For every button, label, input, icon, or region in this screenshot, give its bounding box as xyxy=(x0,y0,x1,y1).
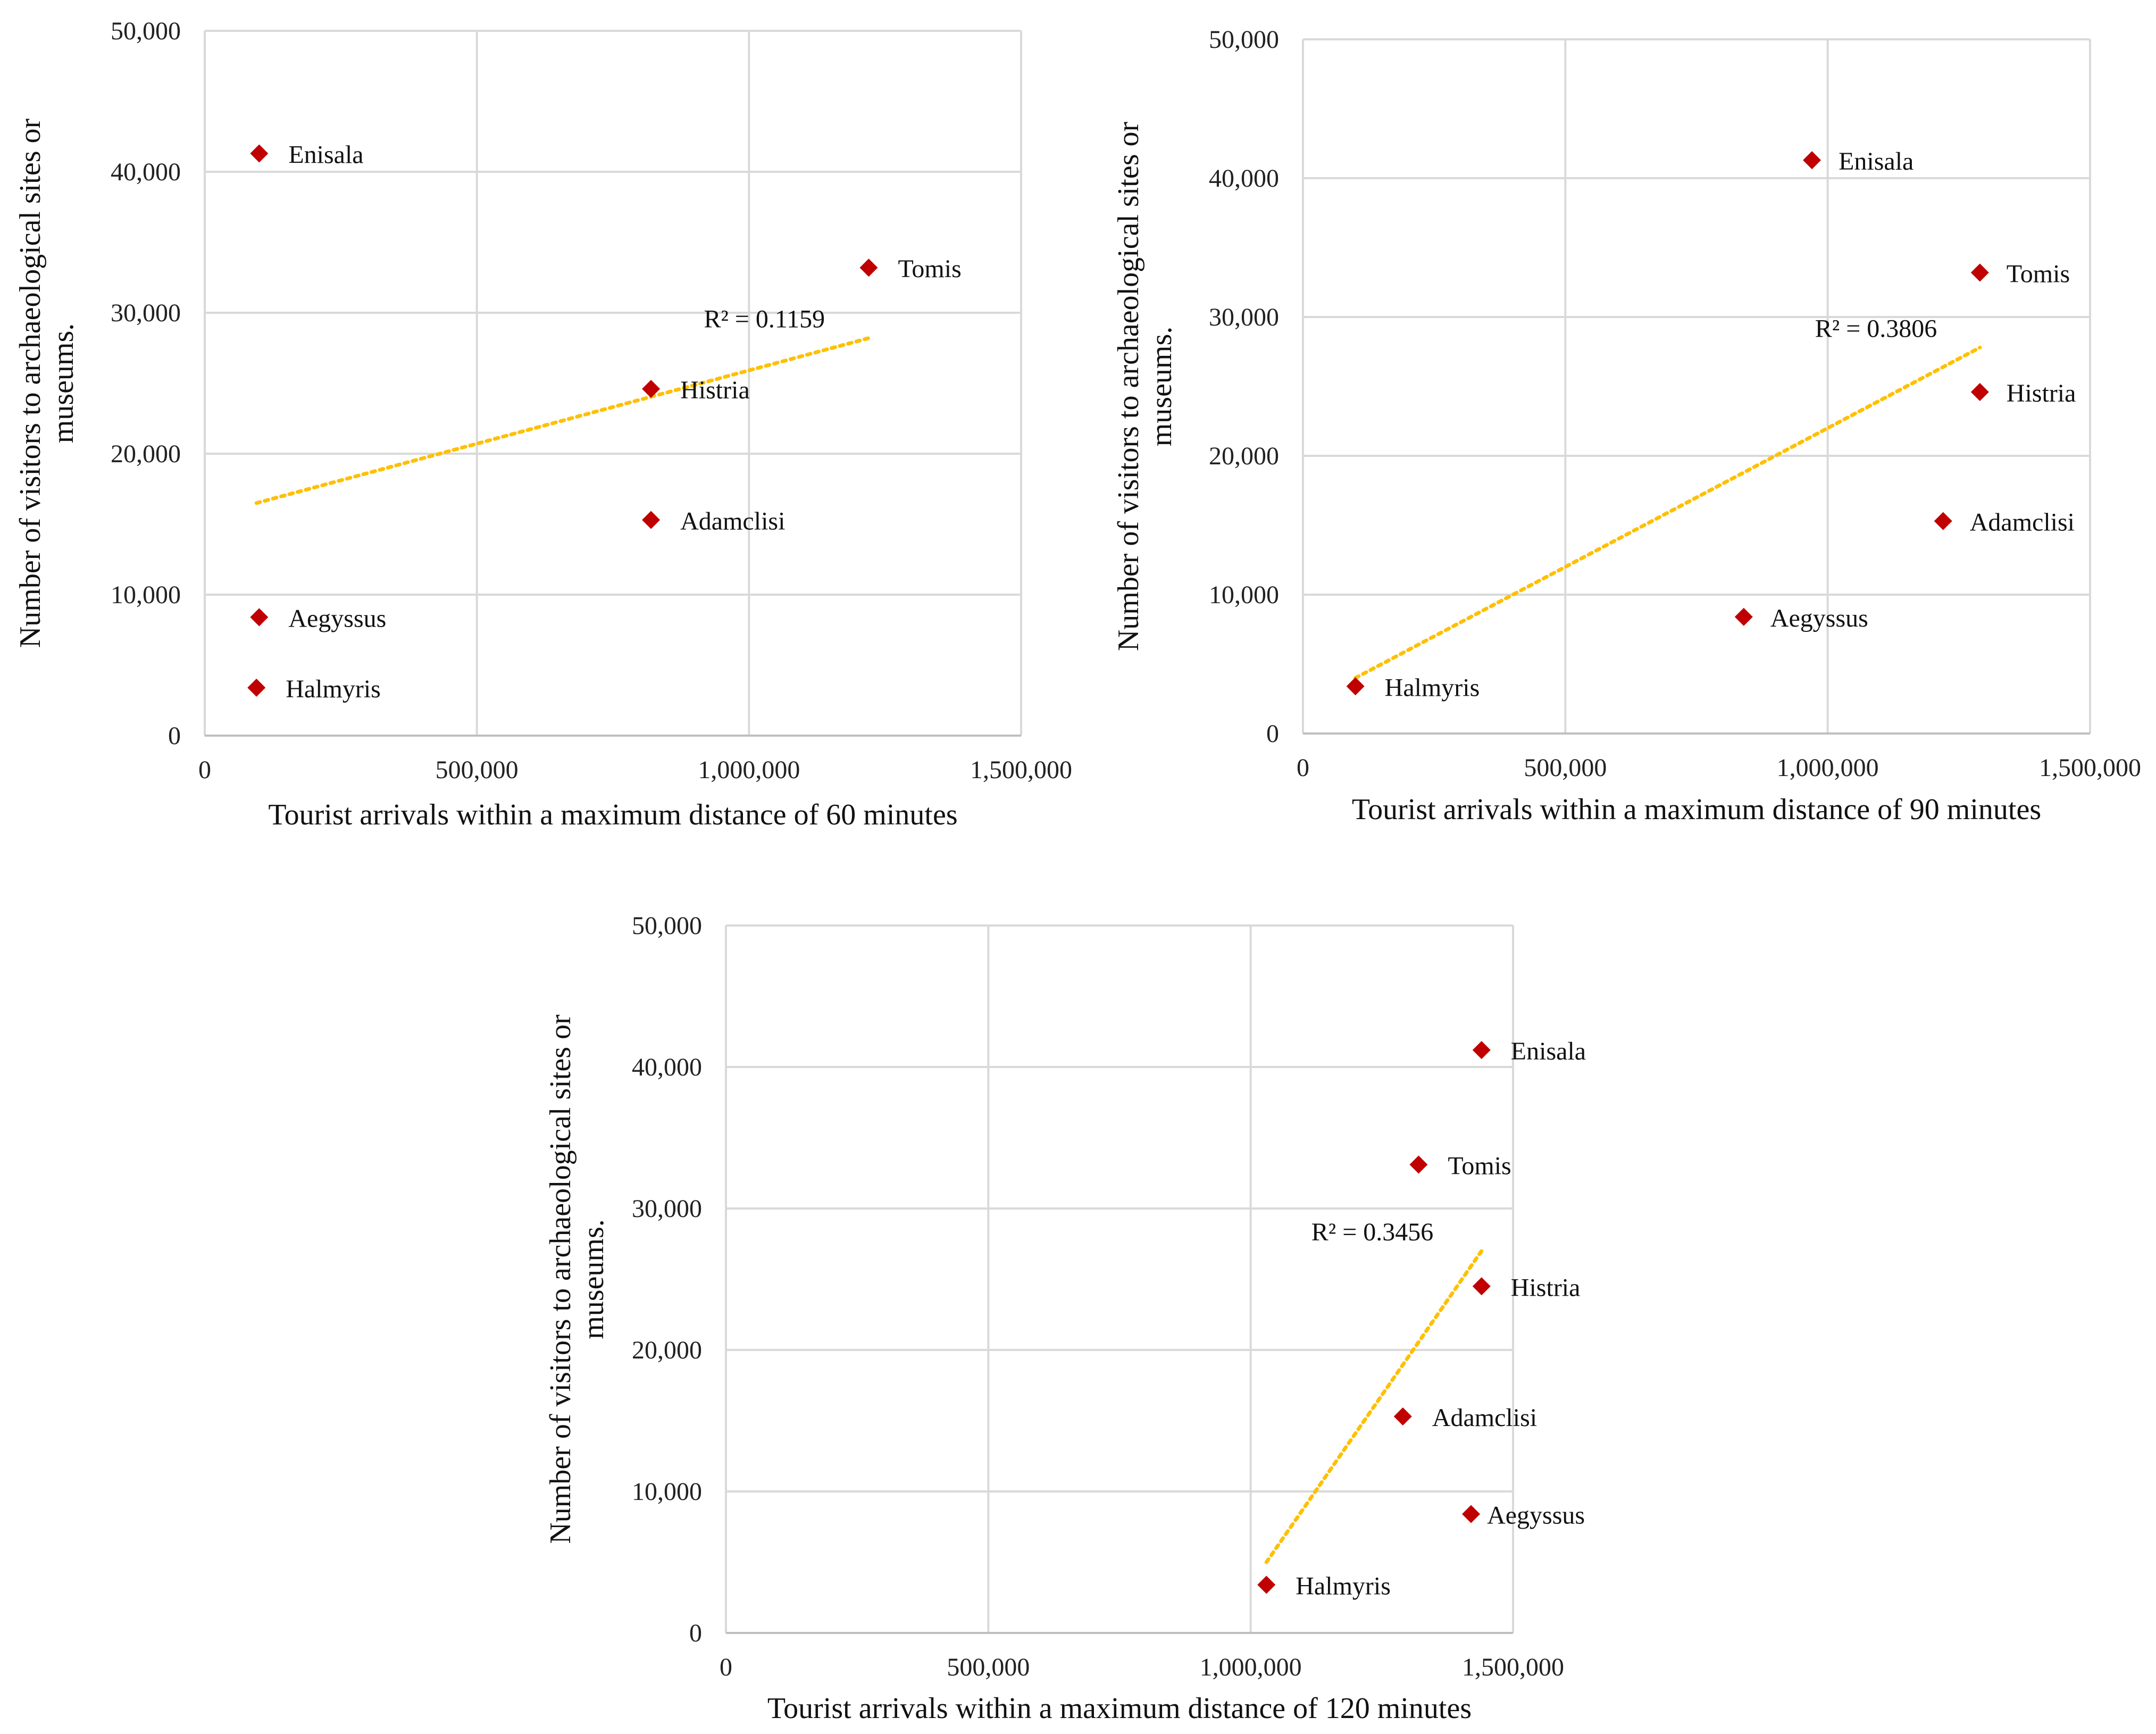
data-point-aegyssus xyxy=(250,608,269,627)
x-tick-label: 0 xyxy=(720,1653,732,1681)
data-point-adamclisi xyxy=(642,511,661,529)
y-tick-label: 0 xyxy=(689,1619,702,1647)
data-point-histria xyxy=(1970,382,1989,401)
y-tick-label: 10,000 xyxy=(111,581,181,609)
x-tick-label: 1,000,000 xyxy=(1200,1653,1302,1681)
data-label-tomis: Tomis xyxy=(1448,1152,1511,1180)
trendline xyxy=(1264,1249,1484,1564)
y-axis-title-line: Number of visitors to archaeological sit… xyxy=(544,1014,577,1544)
x-tick-label: 0 xyxy=(198,756,211,784)
data-point-histria xyxy=(642,380,661,398)
data-point-enisala xyxy=(250,144,269,163)
x-tick-label: 1,000,000 xyxy=(698,756,800,784)
y-tick-label: 0 xyxy=(168,722,181,750)
y-tick-label: 20,000 xyxy=(1209,442,1279,470)
x-tick-label: 500,000 xyxy=(947,1653,1030,1681)
x-tick-label: 1,500,000 xyxy=(2039,754,2141,782)
y-tick-label: 50,000 xyxy=(111,17,181,45)
y-tick-label: 40,000 xyxy=(111,158,181,186)
data-point-tomis xyxy=(1970,263,1989,282)
data-label-halmyris: Halmyris xyxy=(286,675,381,703)
y-tick-label: 40,000 xyxy=(1209,164,1279,193)
y-tick-label: 50,000 xyxy=(632,912,702,940)
data-point-halmyris xyxy=(247,678,266,697)
data-label-tomis: Tomis xyxy=(2007,260,2070,288)
x-tick-label: 1,000,000 xyxy=(1777,754,1879,782)
data-label-adamclisi: Adamclisi xyxy=(1970,508,2075,537)
data-label-histria: Histria xyxy=(1511,1273,1581,1302)
data-label-aegyssus: Aegyssus xyxy=(288,604,386,632)
data-point-adamclisi xyxy=(1934,512,1952,530)
data-point-histria xyxy=(1472,1277,1491,1296)
chart-svg: 0 10,000 20,000 30,000 40,000 50,000 0 500,000 1… xyxy=(544,912,1586,1725)
y-axis-title-line: Number of visitors to archaeological sit… xyxy=(14,119,47,648)
y-tick-label: 10,000 xyxy=(632,1478,702,1506)
y-tick-label: 50,000 xyxy=(1209,26,1279,54)
data-point-tomis xyxy=(1409,1155,1428,1174)
data-point-halmyris xyxy=(1257,1575,1276,1594)
trendline xyxy=(1353,345,1982,680)
scatter-chart-120-minutes: 0 10,000 20,000 30,000 40,000 50,000 0 500,000 1… xyxy=(532,883,1627,1734)
y-axis-title: Number of visitors to archaeological sit… xyxy=(544,1014,610,1544)
scatter-chart-60-minutes: 0 10,000 20,000 30,000 40,000 50,000 0 500,000 1… xyxy=(0,0,1085,840)
data-label-enisala: Enisala xyxy=(288,141,363,169)
data-label-adamclisi: Adamclisi xyxy=(680,507,785,536)
y-tick-label: 20,000 xyxy=(111,440,181,468)
data-point-enisala xyxy=(1803,151,1821,170)
y-axis-title: Number of visitors to archaeological sit… xyxy=(1112,122,1178,652)
data-label-histria: Histria xyxy=(2007,379,2076,407)
data-label-tomis: Tomis xyxy=(898,255,961,283)
scatter-chart-90-minutes: 0 10,000 20,000 30,000 40,000 50,000 0 500,000 1… xyxy=(1101,0,2156,840)
x-axis-title: Tourist arrivals within a maximum distan… xyxy=(268,798,957,831)
y-tick-label: 40,000 xyxy=(632,1053,702,1081)
data-label-enisala: Enisala xyxy=(1511,1037,1586,1065)
y-tick-label: 10,000 xyxy=(1209,581,1279,609)
data-point-aegyssus xyxy=(1734,607,1753,626)
r-squared-label: R² = 0.3456 xyxy=(1311,1218,1433,1246)
y-tick-label: 30,000 xyxy=(1209,303,1279,331)
x-axis-title: Tourist arrivals within a maximum distan… xyxy=(767,1692,1472,1725)
chart-svg: 0 10,000 20,000 30,000 40,000 50,000 0 500,000 1… xyxy=(1112,26,2141,826)
y-axis-title-line: museums. xyxy=(47,323,80,444)
data-point-aegyssus xyxy=(1462,1505,1481,1523)
y-tick-label: 0 xyxy=(1266,720,1279,748)
data-label-aegyssus: Aegyssus xyxy=(1770,604,1868,632)
y-axis-title-line: museums. xyxy=(577,1219,610,1339)
data-label-adamclisi: Adamclisi xyxy=(1432,1404,1537,1432)
y-axis-title-line: Number of visitors to archaeological sit… xyxy=(1112,122,1145,652)
x-tick-label: 1,500,000 xyxy=(970,756,1072,784)
y-tick-label: 30,000 xyxy=(111,299,181,327)
data-point-halmyris xyxy=(1346,677,1365,696)
x-axis-title: Tourist arrivals within a maximum distan… xyxy=(1352,793,2041,826)
x-tick-label: 0 xyxy=(1297,754,1309,782)
y-tick-label: 30,000 xyxy=(632,1195,702,1223)
r-squared-label: R² = 0.3806 xyxy=(1815,314,1937,343)
x-tick-label: 1,500,000 xyxy=(1462,1653,1564,1681)
data-label-halmyris: Halmyris xyxy=(1385,673,1480,702)
trendline xyxy=(254,336,871,505)
r-squared-label: R² = 0.1159 xyxy=(704,305,825,334)
y-tick-label: 20,000 xyxy=(632,1336,702,1364)
data-point-adamclisi xyxy=(1393,1407,1412,1426)
y-axis-title-line: museums. xyxy=(1145,327,1178,447)
x-tick-label: 500,000 xyxy=(436,756,519,784)
data-label-halmyris: Halmyris xyxy=(1296,1572,1391,1600)
data-label-aegyssus: Aegyssus xyxy=(1487,1502,1585,1530)
data-label-histria: Histria xyxy=(680,376,750,404)
chart-svg: 0 10,000 20,000 30,000 40,000 50,000 0 500,000 1… xyxy=(14,17,1072,831)
data-point-enisala xyxy=(1472,1041,1491,1060)
data-label-enisala: Enisala xyxy=(1839,147,1913,176)
data-point-tomis xyxy=(859,259,878,277)
x-tick-label: 500,000 xyxy=(1524,754,1607,782)
y-axis-title: Number of visitors to archaeological sit… xyxy=(14,119,80,648)
